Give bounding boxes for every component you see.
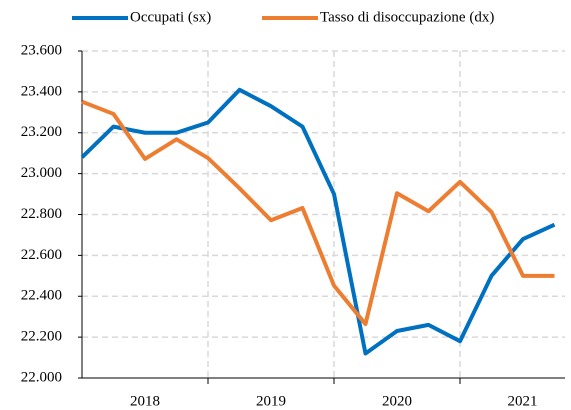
y-tick-label: 22.600	[21, 247, 62, 263]
y-tick-label: 22.800	[21, 206, 62, 222]
y-tick-label: 23.400	[21, 83, 62, 99]
legend-label: Occupati (sx)	[130, 9, 211, 25]
y-tick-label: 22.000	[21, 369, 62, 385]
x-tick-label: 2021	[508, 393, 538, 409]
y-tick-label: 22.400	[21, 288, 62, 304]
x-tick-label: 2019	[256, 393, 286, 409]
line-series	[81, 99, 555, 327]
y-tick-label: 22.200	[21, 329, 62, 345]
x-tick-label: 2020	[382, 393, 412, 409]
y-tick-label: 23.600	[21, 42, 62, 58]
y-tick-label: 23.200	[21, 124, 62, 140]
line-series	[80, 87, 556, 356]
y-tick-label: 23.000	[21, 165, 62, 181]
legend-label: Tasso di disoccupazione (dx)	[320, 9, 494, 25]
x-tick-label: 2018	[130, 393, 160, 409]
